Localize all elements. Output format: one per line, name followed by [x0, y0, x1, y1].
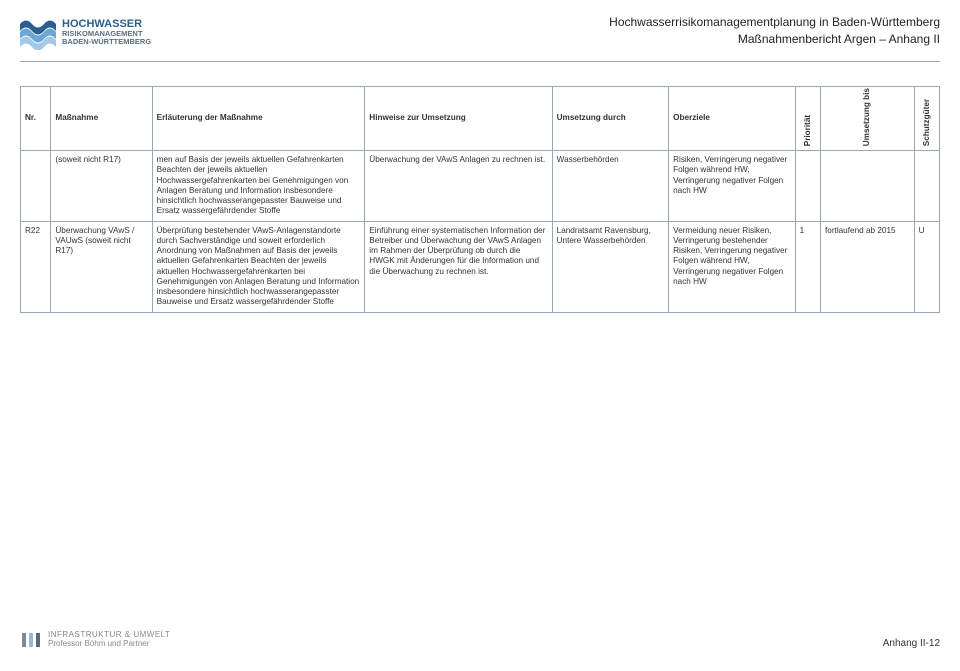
cell-umsetzung-bis — [820, 151, 914, 222]
col-oberziele: Oberziele — [669, 87, 796, 151]
footer-logo-line2: Professor Böhm und Partner — [48, 640, 170, 649]
table-body: (soweit nicht R17) men auf Basis der jew… — [21, 151, 940, 313]
cell-massnahme: (soweit nicht R17) — [51, 151, 152, 222]
col-umsetzung-bis-label: Umsetzung bis — [862, 88, 872, 146]
cell-prioritaet: 1 — [795, 221, 820, 312]
cell-massnahme: Überwachung VAwS / VAUwS (soweit nicht R… — [51, 221, 152, 312]
footer-page-number: Anhang II-12 — [883, 638, 940, 649]
cell-erlaeuterung: Überprüfung bestehender VAwS-Anlagenstan… — [152, 221, 365, 312]
cell-oberziele: Risiken, Verringerung negativer Folgen w… — [669, 151, 796, 222]
cell-umsetzung-bis: fortlaufend ab 2015 — [820, 221, 914, 312]
col-hinweise: Hinweise zur Umsetzung — [365, 87, 552, 151]
footer-logo-text: INFRASTRUKTUR & UMWELT Professor Böhm un… — [48, 631, 170, 649]
header-title: Hochwasserrisikomanagementplanung in Bad… — [609, 14, 940, 48]
col-umsetzung-bis: Umsetzung bis — [820, 87, 914, 151]
cell-schutzgueter: U — [914, 221, 939, 312]
col-prioritaet: Priorität — [795, 87, 820, 151]
col-umsetzung-durch: Umsetzung durch — [552, 87, 668, 151]
logo-hochwasser: HOCHWASSER RISIKOMANAGEMENT BADEN-WÜRTTE… — [20, 14, 151, 50]
table-row: (soweit nicht R17) men auf Basis der jew… — [21, 151, 940, 222]
col-massnahme: Maßnahme — [51, 87, 152, 151]
header-title-line2: Maßnahmenbericht Argen – Anhang II — [609, 31, 940, 48]
hochwasser-wave-icon — [20, 14, 58, 50]
table-row: R22 Überwachung VAwS / VAUwS (soweit nic… — [21, 221, 940, 312]
cell-nr: R22 — [21, 221, 51, 312]
page-header: HOCHWASSER RISIKOMANAGEMENT BADEN-WÜRTTE… — [20, 14, 940, 62]
col-erlaeuterung: Erläuterung der Maßnahme — [152, 87, 365, 151]
table-header: Nr. Maßnahme Erläuterung der Maßnahme Hi… — [21, 87, 940, 151]
measures-table-wrap: Nr. Maßnahme Erläuterung der Maßnahme Hi… — [20, 86, 940, 313]
cell-hinweise: Überwachung der VAwS Anlagen zu rechnen … — [365, 151, 552, 222]
cell-erlaeuterung: men auf Basis der jeweils aktuellen Gefa… — [152, 151, 365, 222]
logo-sub2: BADEN-WÜRTTEMBERG — [62, 38, 151, 46]
header-title-line1: Hochwasserrisikomanagementplanung in Bad… — [609, 14, 940, 31]
col-schutzgueter-label: Schutzgüter — [922, 99, 932, 146]
cell-nr — [21, 151, 51, 222]
cell-prioritaet — [795, 151, 820, 222]
footer-logo: INFRASTRUKTUR & UMWELT Professor Böhm un… — [20, 629, 170, 651]
cell-hinweise: Einführung einer systematischen Informat… — [365, 221, 552, 312]
col-nr: Nr. — [21, 87, 51, 151]
logo-text: HOCHWASSER RISIKOMANAGEMENT BADEN-WÜRTTE… — [62, 18, 151, 47]
cell-schutzgueter — [914, 151, 939, 222]
cell-oberziele: Vermeidung neuer Risiken, Verringerung b… — [669, 221, 796, 312]
measures-table: Nr. Maßnahme Erläuterung der Maßnahme Hi… — [20, 86, 940, 313]
table-header-row: Nr. Maßnahme Erläuterung der Maßnahme Hi… — [21, 87, 940, 151]
cell-umsetzung-durch: Landratsamt Ravensburg, Untere Wasserbeh… — [552, 221, 668, 312]
footer-bars-icon — [20, 629, 42, 651]
col-schutzgueter: Schutzgüter — [914, 87, 939, 151]
logo-main-text: HOCHWASSER — [62, 18, 151, 30]
col-prioritaet-label: Priorität — [803, 115, 813, 146]
cell-umsetzung-durch: Wasserbehörden — [552, 151, 668, 222]
